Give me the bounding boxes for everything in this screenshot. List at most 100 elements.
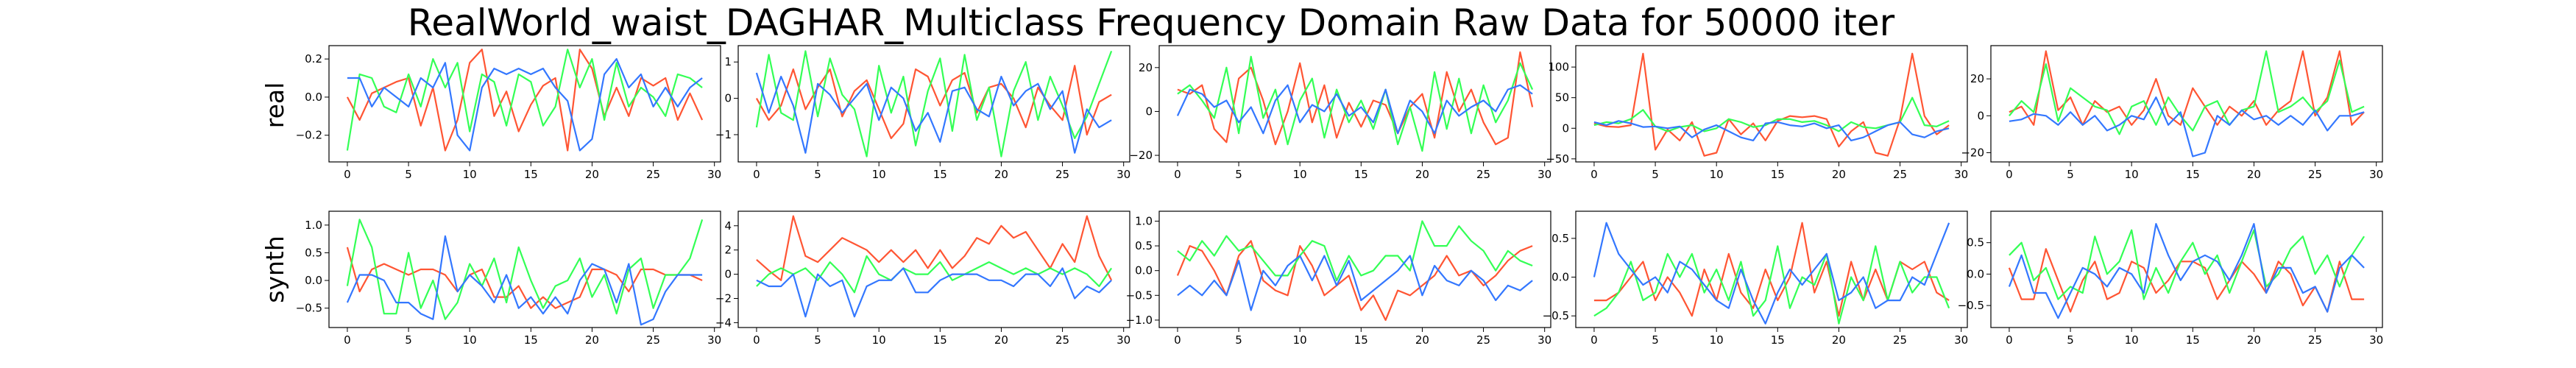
series-line-1 — [2009, 229, 2366, 300]
series-line-2 — [1176, 84, 1533, 135]
x-tick-label: 5 — [1235, 168, 1242, 181]
series-line-2 — [1593, 222, 1950, 325]
y-tick-label: 20 — [1139, 61, 1153, 74]
y-tick-label: 0.5 — [1967, 236, 1984, 250]
y-tick-label: 0 — [724, 92, 732, 105]
y-tick-label: −2 — [715, 292, 732, 305]
x-tick-label: 0 — [2006, 333, 2013, 347]
y-tick-label: 0.0 — [305, 91, 322, 104]
x-tick-label: 30 — [707, 333, 721, 347]
figure-title: RealWorld_waist_DAGHAR_Multiclass Freque… — [408, 1, 1895, 44]
x-tick-label: 5 — [1652, 168, 1659, 181]
series-line-2 — [347, 57, 703, 152]
x-tick-label: 10 — [2125, 168, 2139, 181]
x-tick-label: 30 — [2369, 168, 2383, 181]
x-tick-label: 20 — [585, 168, 599, 181]
x-tick-label: 0 — [1174, 168, 1181, 181]
axes-frame — [1158, 210, 1551, 328]
axes-frame — [1990, 210, 2383, 328]
y-tick-label: 1.0 — [1135, 214, 1153, 227]
x-tick-label: 5 — [2067, 168, 2074, 181]
axes-frame — [1575, 210, 1968, 328]
y-tick-label: 0 — [1977, 109, 1984, 122]
x-tick-label: 5 — [1235, 333, 1242, 347]
series-line-1 — [2009, 50, 2365, 135]
x-tick-label: 10 — [872, 168, 886, 181]
series-line-1 — [1177, 55, 1534, 152]
x-tick-label: 0 — [2006, 168, 2013, 181]
x-tick-label: 15 — [2186, 168, 2200, 181]
y-tick-label: −1.0 — [1126, 314, 1153, 327]
y-tick-label: 0.5 — [1551, 232, 1569, 245]
series-line-0 — [346, 247, 703, 309]
subplot-real-2: 0 5 10 15 20 25 30 −20 0 20 — [1129, 45, 1551, 181]
y-tick-label: 0 — [724, 268, 732, 281]
x-tick-label: 30 — [1538, 168, 1551, 181]
x-tick-label: 5 — [814, 168, 821, 181]
y-tick-label: −0.5 — [1543, 309, 1569, 322]
x-tick-label: 15 — [524, 168, 538, 181]
subplot-real-0: 0 5 10 15 20 25 30 −0.2 0.0 0.2 — [296, 45, 721, 181]
y-tick-label: −0.5 — [296, 302, 322, 315]
x-tick-label: 15 — [933, 333, 947, 347]
y-tick-label: 4 — [724, 219, 732, 233]
x-tick-label: 5 — [2067, 333, 2074, 347]
x-tick-label: 10 — [1710, 333, 1724, 347]
x-tick-label: 30 — [1538, 333, 1551, 347]
y-tick-label: 0 — [1145, 105, 1153, 118]
x-tick-label: 5 — [405, 333, 412, 347]
axes-frame — [1158, 45, 1551, 163]
y-tick-label: 1.0 — [305, 219, 322, 232]
series-line-2 — [2009, 96, 2365, 158]
x-tick-label: 20 — [1832, 168, 1846, 181]
x-tick-label: 0 — [1590, 168, 1598, 181]
series-line-1 — [346, 49, 703, 151]
y-tick-label: −20 — [1961, 146, 1984, 159]
series-line-2 — [755, 72, 1112, 154]
subplot-synth-4: 0 5 10 15 20 25 30 −0.5 0.0 0.5 — [1958, 210, 2383, 347]
x-tick-label: 25 — [1476, 333, 1490, 347]
x-tick-label: 25 — [1055, 168, 1069, 181]
x-tick-label: 30 — [1954, 333, 1968, 347]
row-label-real: real — [261, 82, 289, 129]
series-line-0 — [1177, 51, 1534, 146]
x-tick-label: 0 — [753, 333, 760, 347]
subplot-real-4: 0 5 10 15 20 25 30 −20 0 20 — [1961, 45, 2383, 181]
y-tick-label: 2 — [724, 244, 732, 257]
series-line-1 — [346, 219, 704, 320]
subplot-synth-3: 0 5 10 15 20 25 30 −0.5 0.0 0.5 — [1543, 210, 1968, 347]
y-tick-label: 50 — [1555, 91, 1569, 105]
x-tick-label: 30 — [707, 168, 721, 181]
x-tick-label: 10 — [2125, 333, 2139, 347]
x-tick-label: 10 — [1293, 333, 1307, 347]
x-tick-label: 30 — [1117, 168, 1130, 181]
y-tick-label: 1 — [724, 55, 732, 68]
row-label-synth: synth — [261, 236, 289, 303]
subplot-real-3: 0 5 10 15 20 25 30 −50 0 50 100 — [1546, 45, 1968, 181]
x-tick-label: 25 — [1476, 168, 1490, 181]
x-tick-label: 15 — [1771, 168, 1785, 181]
x-tick-label: 5 — [405, 168, 412, 181]
axes-frame — [737, 45, 1130, 163]
x-tick-label: 0 — [344, 333, 351, 347]
x-tick-label: 10 — [463, 168, 477, 181]
x-tick-label: 15 — [524, 333, 538, 347]
subplot-synth-2: 0 5 10 15 20 25 30 −1.0 −0.5 0.0 0.5 1.0 — [1126, 210, 1551, 347]
x-tick-label: 10 — [1710, 168, 1724, 181]
x-tick-label: 25 — [646, 168, 660, 181]
x-tick-label: 25 — [2308, 333, 2322, 347]
y-tick-label: 100 — [1548, 60, 1569, 74]
series-line-0 — [1593, 222, 1950, 317]
y-tick-label: −0.5 — [1126, 289, 1153, 302]
x-tick-label: 30 — [2369, 333, 2383, 347]
x-tick-label: 30 — [1954, 168, 1968, 181]
subplot-real-1: 0 5 10 15 20 25 30 −1 0 1 — [715, 45, 1130, 181]
series-line-1 — [1593, 245, 1950, 325]
y-tick-label: −4 — [715, 316, 732, 329]
x-tick-label: 0 — [344, 168, 351, 181]
series-line-0 — [2008, 248, 2365, 313]
x-tick-label: 5 — [1652, 333, 1659, 347]
x-tick-label: 0 — [1174, 333, 1181, 347]
x-tick-label: 20 — [2247, 168, 2261, 181]
